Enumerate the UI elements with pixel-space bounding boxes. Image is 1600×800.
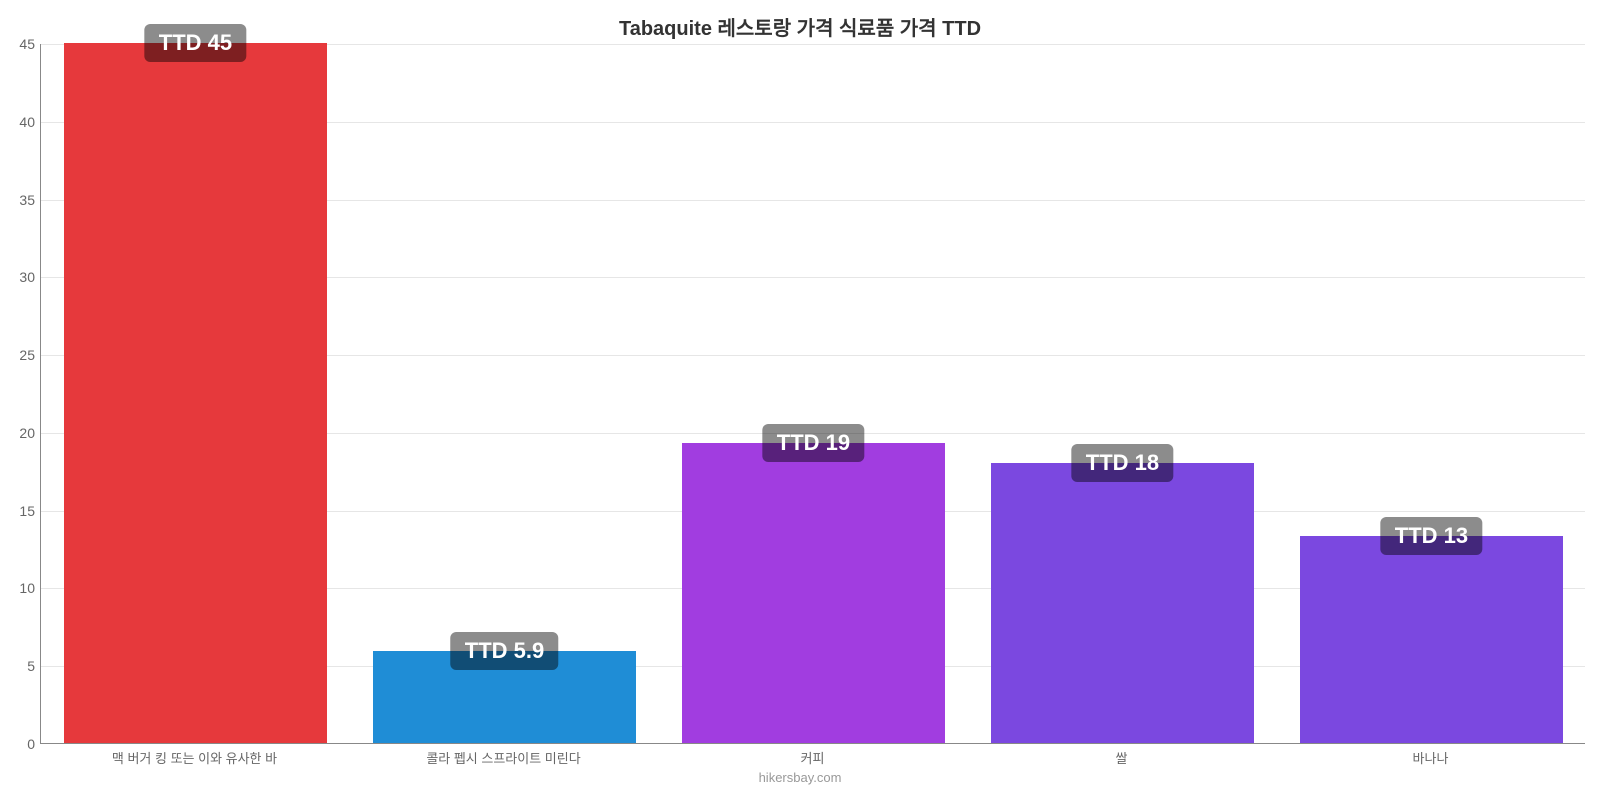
bar-value-label: TTD 13 (1381, 517, 1482, 555)
bar-group: TTD 45 (64, 44, 327, 743)
ytick-label: 35 (5, 192, 35, 208)
ytick-label: 5 (5, 658, 35, 674)
bar-group: TTD 18 (991, 44, 1254, 743)
xtick-label: 커피 (801, 748, 825, 767)
xtick-label: 맥 버거 킹 또는 이와 유사한 바 (112, 748, 277, 767)
ytick-label: 20 (5, 425, 35, 441)
bar-value-label: TTD 19 (763, 424, 864, 462)
price-bar-chart: Tabaquite 레스토랑 가격 식료품 가격 TTD TTD 45TTD 5… (0, 0, 1600, 800)
ytick-label: 30 (5, 269, 35, 285)
ytick-label: 25 (5, 347, 35, 363)
bar (1300, 536, 1563, 743)
bar-group: TTD 13 (1300, 44, 1563, 743)
plot-area: TTD 45 TTD 5.9 TTD 19 TTD 18 TTD 13 (40, 44, 1585, 744)
bar (682, 443, 945, 743)
bar-group: TTD 19 (682, 44, 945, 743)
xtick-label: 바나나 (1413, 748, 1449, 767)
ytick-label: 15 (5, 503, 35, 519)
ytick-label: 45 (5, 36, 35, 52)
ytick-label: 10 (5, 580, 35, 596)
ytick-label: 40 (5, 114, 35, 130)
bar-value-label: TTD 45 (145, 24, 246, 62)
xtick-label: 콜라 펩시 스프라이트 미린다 (426, 748, 580, 767)
bar (991, 463, 1254, 743)
attribution-text: hikersbay.com (0, 770, 1600, 785)
xtick-label: 쌀 (1116, 748, 1128, 767)
bar-value-label: TTD 5.9 (451, 632, 558, 670)
bar (64, 43, 327, 743)
ytick-label: 0 (5, 736, 35, 752)
bar-value-label: TTD 18 (1072, 444, 1173, 482)
bars-container: TTD 45 TTD 5.9 TTD 19 TTD 18 TTD 13 (41, 44, 1585, 743)
bar-group: TTD 5.9 (373, 44, 636, 743)
